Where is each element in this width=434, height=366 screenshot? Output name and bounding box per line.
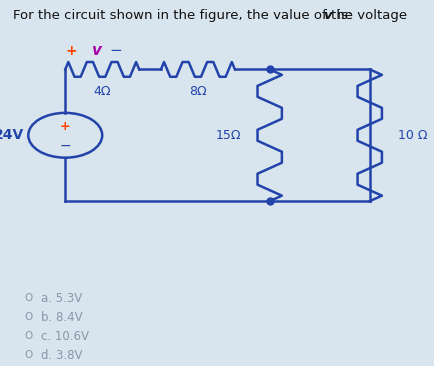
Text: −: − (59, 139, 71, 153)
Text: a. 5.3V: a. 5.3V (41, 292, 82, 305)
Text: d. 3.8V: d. 3.8V (41, 349, 82, 362)
Text: +: + (66, 44, 77, 58)
Text: 8Ω: 8Ω (189, 85, 206, 98)
Text: O: O (24, 331, 32, 341)
Text: O: O (24, 350, 32, 361)
Text: 4Ω: 4Ω (93, 85, 111, 98)
Text: O: O (24, 293, 32, 303)
Text: c. 10.6V: c. 10.6V (41, 330, 89, 343)
Text: b. 8.4V: b. 8.4V (41, 311, 83, 324)
Text: v: v (91, 44, 100, 59)
Text: +: + (60, 120, 70, 132)
Text: 15Ω: 15Ω (215, 129, 241, 142)
Text: 10 Ω: 10 Ω (397, 129, 427, 142)
Text: For the circuit shown in the figure, the value of the voltage: For the circuit shown in the figure, the… (13, 9, 411, 22)
Text: v: v (322, 9, 331, 22)
Text: is:: is: (332, 9, 351, 22)
Text: O: O (24, 312, 32, 322)
Text: −: − (108, 44, 122, 59)
Text: 24V: 24V (0, 128, 24, 142)
